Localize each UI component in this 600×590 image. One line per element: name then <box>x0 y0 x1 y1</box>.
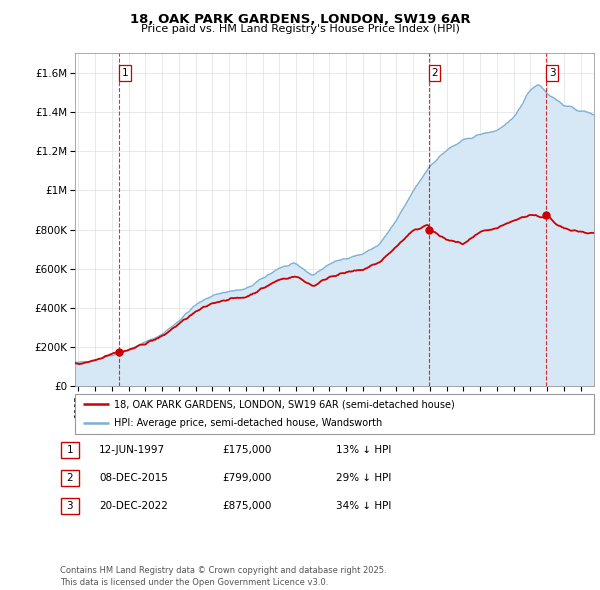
Text: 20-DEC-2022: 20-DEC-2022 <box>99 502 168 511</box>
Text: 1: 1 <box>67 445 73 454</box>
Text: HPI: Average price, semi-detached house, Wandsworth: HPI: Average price, semi-detached house,… <box>114 418 382 428</box>
Text: 08-DEC-2015: 08-DEC-2015 <box>99 473 168 483</box>
FancyBboxPatch shape <box>61 470 79 486</box>
Text: 1: 1 <box>122 68 128 78</box>
FancyBboxPatch shape <box>61 441 79 458</box>
Text: 2: 2 <box>67 473 73 483</box>
Text: 13% ↓ HPI: 13% ↓ HPI <box>336 445 391 454</box>
Text: 34% ↓ HPI: 34% ↓ HPI <box>336 502 391 511</box>
Text: 3: 3 <box>549 68 556 78</box>
FancyBboxPatch shape <box>75 394 594 434</box>
Text: £799,000: £799,000 <box>222 473 271 483</box>
Text: 18, OAK PARK GARDENS, LONDON, SW19 6AR (semi-detached house): 18, OAK PARK GARDENS, LONDON, SW19 6AR (… <box>114 399 455 409</box>
Text: £175,000: £175,000 <box>222 445 271 454</box>
Text: Contains HM Land Registry data © Crown copyright and database right 2025.
This d: Contains HM Land Registry data © Crown c… <box>60 566 386 587</box>
Text: 3: 3 <box>67 502 73 511</box>
Text: 18, OAK PARK GARDENS, LONDON, SW19 6AR: 18, OAK PARK GARDENS, LONDON, SW19 6AR <box>130 13 470 26</box>
Text: 29% ↓ HPI: 29% ↓ HPI <box>336 473 391 483</box>
Text: £875,000: £875,000 <box>222 502 271 511</box>
Text: 12-JUN-1997: 12-JUN-1997 <box>99 445 165 454</box>
Text: Price paid vs. HM Land Registry's House Price Index (HPI): Price paid vs. HM Land Registry's House … <box>140 24 460 34</box>
Text: 2: 2 <box>431 68 438 78</box>
FancyBboxPatch shape <box>61 498 79 514</box>
